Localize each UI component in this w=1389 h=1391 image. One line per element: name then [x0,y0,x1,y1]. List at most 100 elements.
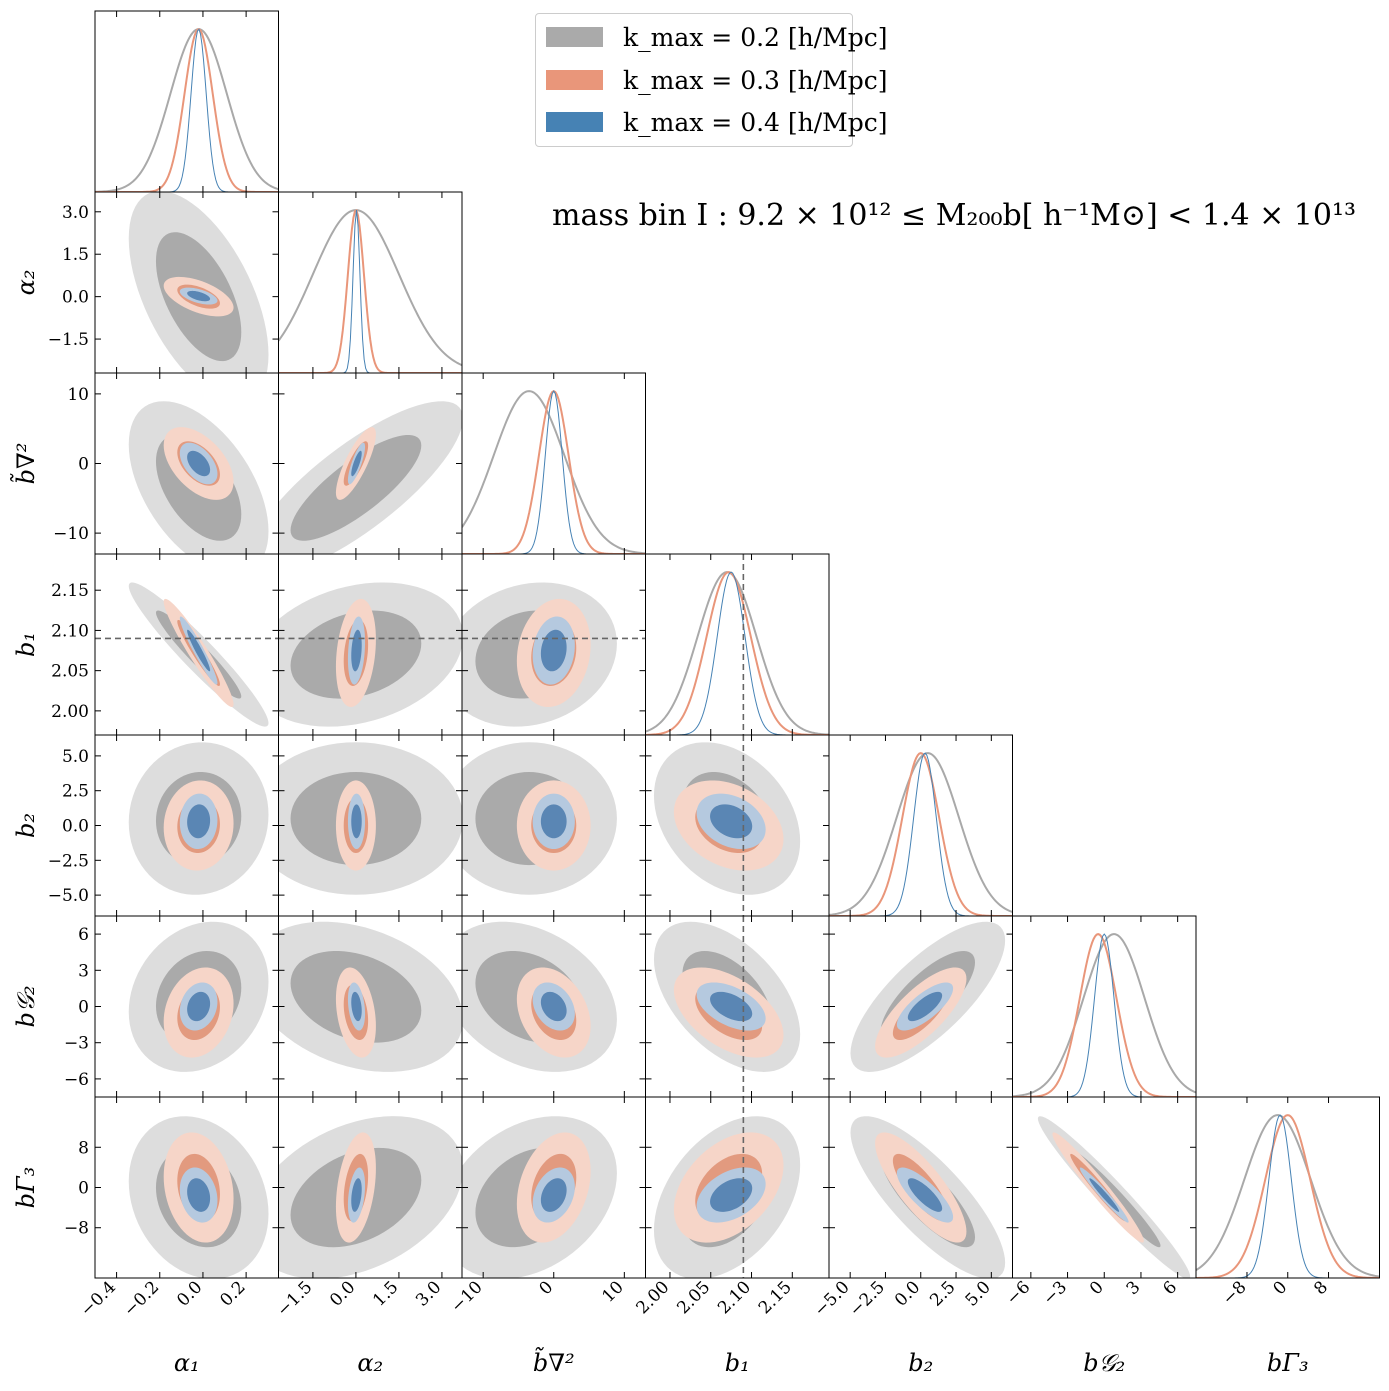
posterior-1d-b1-s0 [645,571,829,735]
y-tick-label-bG3: −8 [64,1219,89,1239]
y-tick-label-btilde: 0 [78,455,89,475]
panel-frame [461,372,646,555]
panel-bG2-alpha1 [94,915,279,1098]
y-tick-label-b2: 2.5 [62,782,89,802]
legend-swatch-kmax-0-3 [546,70,603,90]
panel-alpha2-alpha2 [278,191,463,374]
y-tick-label-bG2: −3 [64,1034,89,1054]
panel-bG3-b2 [828,1096,1013,1279]
contour-inner-b1-alpha1-s2 [187,629,211,672]
x-axis-label-bG2: b𝒢₂ [1083,1349,1125,1377]
posterior-1d-alpha1-s0 [95,28,279,192]
panel-b2-b1 [645,734,830,917]
panel-bG3-bG3 [1195,1096,1380,1279]
contour-inner-bG3-btilde-s2 [540,1178,567,1212]
y-tick-label-bG2: 0 [78,998,89,1018]
panel-bG2-bG2 [1012,915,1197,1098]
contour-inner-alpha2-alpha1-s2 [187,290,211,302]
posterior-1d-bG3-s0 [1196,1114,1380,1278]
x-tick-label-alpha1: 0.0 [173,1277,206,1310]
legend-label-kmax-0-2: k_max = 0.2 [h/Mpc] [623,22,888,52]
x-tick-label-btilde: 0 [535,1277,557,1299]
contour-inner-b2-alpha1-s2 [187,804,211,839]
y-axis-label-b2: b₂ [12,813,40,838]
x-tick-label-bG2: 3 [1123,1277,1145,1299]
panel-b2-alpha2 [278,734,463,917]
panel-b2-btilde [461,734,646,917]
x-tick-label-alpha1: 0.2 [216,1277,249,1310]
posterior-1d-b2-s2 [829,752,1013,916]
panel-b1-btilde [461,553,646,736]
y-tick-label-alpha2: −1.5 [48,330,89,350]
posterior-1d-btilde-s0 [462,390,646,554]
panel-bG2-b2 [828,915,1013,1098]
panel-bG3-alpha1 [94,1096,279,1279]
contour-inner-b2-alpha2-s2 [351,804,362,839]
posterior-1d-b2-s0 [829,752,1013,916]
y-axis-label-bG2: b𝒢₂ [12,985,40,1027]
x-tick-label-alpha1: −0.2 [120,1277,163,1320]
legend-label-kmax-0-3: k_max = 0.3 [h/Mpc] [623,65,888,95]
panel-b2-alpha1 [94,734,279,917]
x-tick-label-btilde: −10 [447,1277,487,1317]
y-tick-label-b2: 5.0 [62,747,89,767]
x-axis-label-btilde: b̃∇² [533,1346,575,1377]
y-tick-label-bG3: 8 [78,1138,89,1158]
y-axis-label-bG3: bΓ₃ [12,1167,40,1209]
y-tick-label-bG2: 6 [78,925,89,945]
posterior-1d-alpha1-s1 [95,28,279,192]
y-tick-label-b2: −2.5 [48,851,89,871]
legend-swatch-kmax-0-4 [546,112,603,132]
contour-inner-bG3-b1-s2 [710,1178,753,1212]
y-tick-label-btilde: 10 [67,385,89,405]
legend-entry-kmax-0-4: k_max = 0.4 [h/Mpc] [546,107,888,137]
contour-inner-b2-b1-s2 [710,804,753,839]
x-axis-label-alpha2: α₂ [357,1349,383,1377]
y-axis-label-b1: b₁ [12,632,40,657]
contour-inner-bG2-alpha2-s2 [351,991,362,1022]
x-tick-label-alpha2: 3.0 [412,1277,445,1310]
contour-inner-bG3-alpha1-s2 [187,1178,211,1212]
panel-b1-alpha2 [278,553,463,736]
x-tick-label-b2: 5.0 [962,1277,995,1310]
legend-entry-kmax-0-2: k_max = 0.2 [h/Mpc] [546,22,888,52]
panel-btilde-btilde [461,372,646,555]
panel-btilde-alpha2 [278,372,463,555]
posterior-1d-bG2-s0 [1012,933,1196,1097]
posterior-1d-btilde-s2 [462,390,646,554]
contour-inner-b1-alpha2-s2 [351,629,362,672]
posterior-1d-alpha1-s2 [95,28,279,192]
y-tick-label-b1: 2.00 [51,702,89,722]
x-tick-label-b1: 2.05 [673,1277,714,1318]
mass-bin-annotation: mass bin I : 9.2 × 10¹² ≤ M₂₀₀b[ h⁻¹M⊙] … [552,198,1357,233]
x-tick-label-b1: 2.15 [755,1277,796,1318]
contour-inner-bG2-alpha1-s2 [187,991,211,1022]
panel-bG3-alpha2 [278,1096,463,1279]
contour-inner-btilde-alpha2-s2 [351,450,362,477]
x-tick-label-alpha2: −1.5 [273,1277,316,1320]
x-axis-label-bG3: bΓ₃ [1267,1349,1309,1377]
x-tick-label-alpha2: 0.0 [326,1277,359,1310]
y-tick-label-alpha2: 0.0 [62,288,89,308]
x-tick-label-bG2: 0 [1086,1277,1108,1299]
y-tick-label-b2: 0.0 [62,817,89,837]
posterior-1d-bG3-s1 [1196,1114,1380,1278]
panel-bG2-btilde [461,915,646,1098]
contour-inner-btilde-alpha2-s0 [290,434,422,541]
x-tick-label-b1: 2.00 [633,1277,674,1318]
contour-inner-bG2-btilde-s2 [540,991,567,1022]
y-tick-label-btilde: −10 [53,524,89,544]
x-tick-label-bG3: −8 [1219,1277,1251,1309]
legend-label-kmax-0-4: k_max = 0.4 [h/Mpc] [623,107,888,137]
x-tick-label-alpha1: −0.4 [77,1277,120,1320]
x-tick-label-b2: −2.5 [846,1277,889,1320]
contour-inner-bG3-bG2-s2 [1089,1178,1120,1212]
x-tick-label-b1: 2.10 [714,1277,755,1318]
y-tick-label-bG3: 0 [78,1179,89,1199]
legend: k_max = 0.2 [h/Mpc] k_max = 0.3 [h/Mpc] … [535,13,888,147]
y-axis-label-alpha2: α₂ [12,270,40,296]
x-axis-label-alpha1: α₁ [174,1349,200,1377]
contour-inner-bG3-b2-s2 [907,1178,943,1212]
legend-entry-kmax-0-3: k_max = 0.3 [h/Mpc] [546,65,888,95]
